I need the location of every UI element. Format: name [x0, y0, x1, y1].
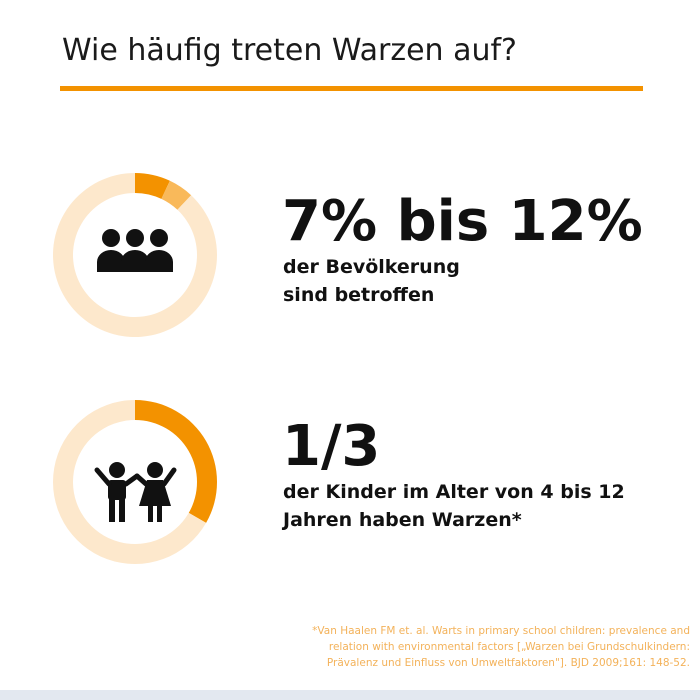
donut-segment	[135, 173, 170, 199]
stat-description: der Bevölkerung	[283, 256, 460, 278]
donut-segment	[135, 400, 218, 523]
title-rule	[60, 86, 643, 91]
people-icon	[97, 229, 173, 272]
stat-description: Jahren haben Warzen*	[281, 509, 522, 531]
stat-headline: 7% bis 12%	[282, 189, 643, 254]
footnote: relation with environmental factors [„Wa…	[329, 641, 690, 653]
stat-description: sind betroffen	[283, 284, 434, 306]
bottom-bar	[0, 690, 700, 700]
stat-headline: 1/3	[282, 414, 380, 479]
donut-segment	[161, 180, 192, 210]
footnote: Prävalenz und Einfluss von Umweltfaktore…	[327, 657, 690, 669]
footnote: *Van Haalen FM et. al. Warts in primary …	[312, 625, 690, 637]
page-title: Wie häufig treten Warzen auf?	[62, 33, 517, 68]
stat-description: der Kinder im Alter von 4 bis 12	[283, 481, 625, 503]
children-icon	[94, 462, 177, 522]
